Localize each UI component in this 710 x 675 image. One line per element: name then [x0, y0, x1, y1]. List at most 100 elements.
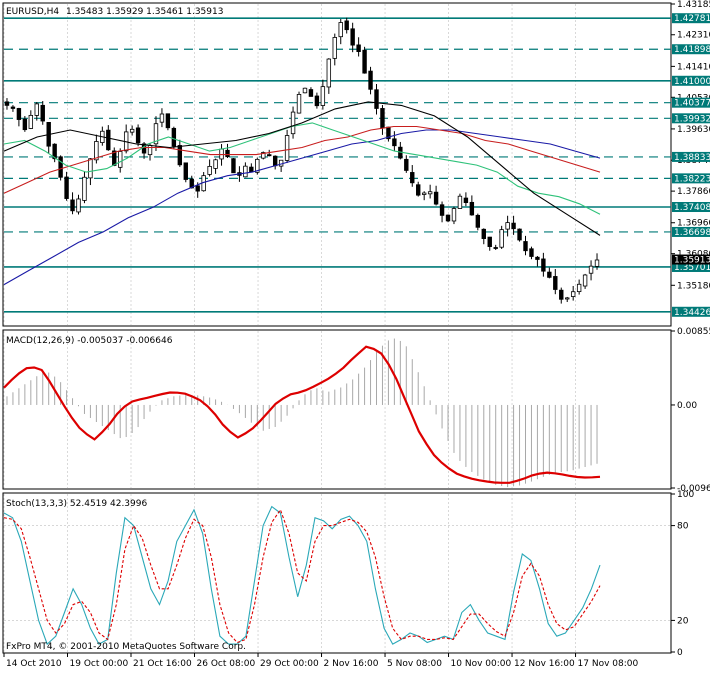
candle-body	[338, 22, 343, 38]
level-tag	[672, 113, 710, 124]
candle-body	[499, 229, 504, 248]
candle-body	[529, 248, 534, 257]
candle-body	[588, 265, 594, 274]
candle-body	[475, 214, 481, 228]
price-tick-label: 1.37860	[677, 187, 710, 197]
x-tick-label: 2 Nov 16:00	[324, 659, 379, 669]
x-tick-label: 17 Nov 08:00	[578, 659, 639, 669]
level-label: 1.42781	[674, 14, 710, 24]
candle-body	[267, 154, 272, 157]
level-tag	[672, 151, 710, 162]
stoch-tick-label: 80	[677, 522, 689, 532]
candle-body	[463, 197, 469, 203]
candle-body	[541, 258, 546, 272]
candle-body	[451, 208, 457, 222]
candle-body	[40, 104, 45, 122]
candle-body	[344, 20, 349, 31]
ma-fast-line	[3, 122, 601, 215]
candle-body	[106, 129, 111, 151]
stoch-signal-line	[3, 508, 601, 644]
candle-body	[290, 111, 296, 135]
candle-body	[183, 162, 188, 180]
candle-body	[284, 135, 290, 161]
candle-body	[439, 204, 445, 216]
candle-body	[570, 291, 576, 297]
level-label: 1.36698	[674, 228, 710, 238]
stoch-layer	[3, 505, 671, 646]
stoch-tick-label: 20	[677, 616, 689, 626]
price-tick-label: 1.36960	[677, 219, 710, 229]
candle-body	[582, 274, 588, 287]
candle-body	[350, 28, 355, 46]
ma-black-line	[3, 101, 601, 236]
ma-slow-line	[3, 125, 601, 194]
candle-body	[553, 276, 558, 290]
candle-body	[535, 256, 540, 260]
level-tag	[672, 226, 710, 237]
level-label: 1.40377	[674, 99, 710, 109]
candle-body	[28, 114, 34, 129]
price-tick-label: 1.43185	[677, 0, 710, 10]
candle-body	[231, 158, 236, 174]
candle-body	[493, 247, 498, 249]
candle-body	[445, 214, 451, 222]
candle-body	[219, 148, 224, 160]
candle-body	[511, 222, 516, 230]
candle-body	[52, 143, 57, 160]
candle-body	[392, 138, 397, 147]
level-tag	[672, 306, 710, 317]
x-tick-label: 12 Nov 16:00	[514, 659, 575, 669]
candle-body	[225, 149, 230, 158]
price-panel-frame	[2, 2, 672, 327]
candle-body	[314, 95, 320, 107]
candle-body	[171, 127, 177, 147]
candle-body	[34, 103, 39, 116]
candle-body	[433, 191, 439, 205]
candle-body	[523, 241, 528, 252]
macd-label: MACD(12,26,9) -0.005037 -0.006646	[6, 336, 173, 346]
price-tick-label: 1.41410	[677, 62, 710, 72]
candle-body	[404, 158, 409, 171]
candle-body	[94, 141, 99, 161]
level-tag	[672, 75, 710, 86]
current-price-label: 1.35913	[674, 256, 710, 266]
candle-body	[332, 37, 337, 59]
candle-body	[594, 259, 600, 267]
level-label: 1.34426	[674, 308, 710, 318]
candle-body	[487, 236, 492, 247]
x-tick-label: 14 Oct 2010	[6, 659, 62, 669]
level-label: 1.37408	[674, 203, 710, 213]
candle-body	[469, 201, 475, 216]
candle-body	[505, 222, 510, 230]
level-label: 1.35701	[674, 263, 710, 273]
x-tick-label: 21 Oct 16:00	[133, 659, 192, 669]
level-tag	[672, 13, 710, 24]
price-tick-label: 1.42310	[677, 31, 710, 41]
price-layer	[3, 4, 671, 652]
candle-body	[213, 159, 218, 169]
candle-body	[416, 184, 421, 196]
candle-body	[559, 289, 564, 300]
candle-body	[356, 44, 361, 53]
stoch-panel-frame	[2, 492, 672, 654]
candle-body	[308, 89, 314, 97]
candle-body	[165, 113, 171, 129]
axis-layer: 14 Oct 2010 19 Oct 00:00 21 Oct 16:00 26 Oc…	[3, 0, 710, 669]
x-tick-label: 5 Nov 08:00	[387, 659, 442, 669]
candle-body	[88, 158, 93, 179]
macd-layer	[3, 338, 601, 488]
price-tick-label: 1.39630	[677, 125, 710, 135]
candle-body	[481, 228, 486, 239]
candle-body	[4, 101, 10, 106]
candle-body	[374, 89, 379, 109]
candle-body	[10, 106, 16, 109]
candle-body	[427, 191, 433, 195]
level-tag	[672, 97, 710, 108]
candle-body	[243, 165, 248, 178]
candle-body	[320, 86, 326, 106]
level-tag	[672, 261, 710, 272]
watermark: FxPro MT4, © 2001-2010 MetaQuotes Softwa…	[6, 642, 246, 652]
candle-body	[112, 150, 117, 166]
